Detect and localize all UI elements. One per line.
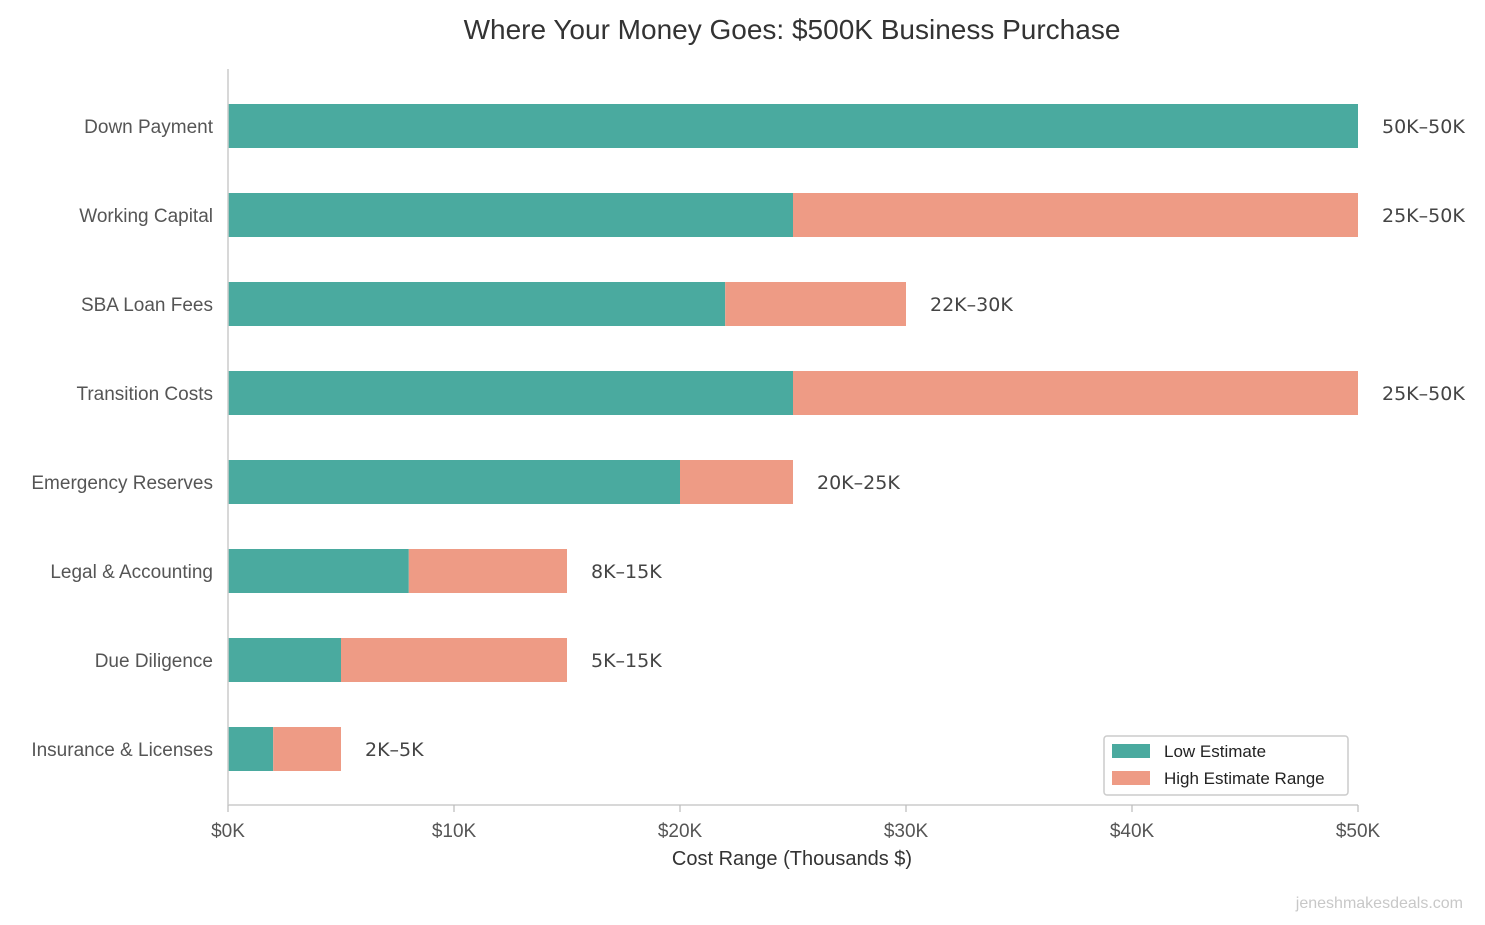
x-tick-label-0: $0K <box>211 821 245 842</box>
value-label-sba-loan-fees: 22K–30K <box>930 294 1013 316</box>
x-axis-label: Cost Range (Thousands $) <box>672 848 912 870</box>
value-label-legal-and-accounting: 8K–15K <box>591 561 662 583</box>
category-label-transition-costs: Transition Costs <box>76 384 213 405</box>
legend-swatch-low-estimate <box>1112 744 1150 758</box>
bar-high-estimate-range-legal-and-accounting <box>408 549 567 593</box>
bar-low-estimate-due-diligence <box>228 638 341 682</box>
watermark: jeneshmakesdeals.com <box>1295 895 1463 912</box>
category-label-legal-and-accounting: Legal & Accounting <box>50 562 213 583</box>
category-labels: Down Payment Working Capital SBA Loan Fees… <box>31 117 213 761</box>
legend-label-low-estimate: Low Estimate <box>1164 742 1266 761</box>
value-labels: 50K–50K 25K–50K 22K–30K 25K–50K 20K–25K 8K–15… <box>365 116 1465 761</box>
bar-high-estimate-range-sba-loan-fees <box>725 282 906 326</box>
bar-low-estimate-insurance-and-licenses <box>228 727 274 771</box>
bar-high-estimate-range-insurance-and-licenses <box>273 727 341 771</box>
x-tick-label-20: $20K <box>658 821 703 842</box>
value-label-transition-costs: 25K–50K <box>1382 383 1465 405</box>
x-tick-label-40: $40K <box>1110 821 1155 842</box>
category-label-down-payment: Down Payment <box>84 117 214 138</box>
value-label-insurance-and-licenses: 2K–5K <box>365 739 424 761</box>
legend-label-high-estimate-range: High Estimate Range <box>1164 769 1325 788</box>
bar-high-estimate-range-due-diligence <box>341 638 567 682</box>
x-tick-label-50: $50K <box>1336 821 1381 842</box>
value-label-working-capital: 25K–50K <box>1382 205 1465 227</box>
category-label-emergency-reserves: Emergency Reserves <box>31 473 213 494</box>
bar-high-estimate-range-emergency-reserves <box>680 460 793 504</box>
bar-high-estimate-range-transition-costs <box>793 371 1358 415</box>
legend-frame <box>1103 735 1349 796</box>
category-label-due-diligence: Due Diligence <box>95 651 213 672</box>
bar-low-estimate-working-capital <box>228 193 793 237</box>
bar-low-estimate-down-payment <box>228 104 1358 148</box>
value-label-down-payment: 50K–50K <box>1382 116 1465 138</box>
category-label-insurance-and-licenses: Insurance & Licenses <box>31 740 213 761</box>
legend-swatch-high-estimate-range <box>1112 771 1150 785</box>
bars-layer <box>228 104 1358 771</box>
category-label-working-capital: Working Capital <box>79 206 213 227</box>
bar-high-estimate-range-working-capital <box>793 193 1358 237</box>
chart-title: Where Your Money Goes: $500K Business Pu… <box>464 14 1121 45</box>
category-label-sba-loan-fees: SBA Loan Fees <box>81 295 213 316</box>
x-tick-label-10: $10K <box>432 821 477 842</box>
value-label-due-diligence: 5K–15K <box>591 650 662 672</box>
bar-low-estimate-sba-loan-fees <box>228 282 726 326</box>
value-label-emergency-reserves: 20K–25K <box>817 472 900 494</box>
bar-low-estimate-legal-and-accounting <box>228 549 409 593</box>
bar-low-estimate-transition-costs <box>228 371 793 415</box>
x-tick-label-30: $30K <box>884 821 929 842</box>
bar-low-estimate-emergency-reserves <box>228 460 680 504</box>
legend: Low Estimate High Estimate Range <box>1103 735 1349 796</box>
ticks-layer: $0K $10K $20K $30K $40K $50K <box>211 805 1381 842</box>
